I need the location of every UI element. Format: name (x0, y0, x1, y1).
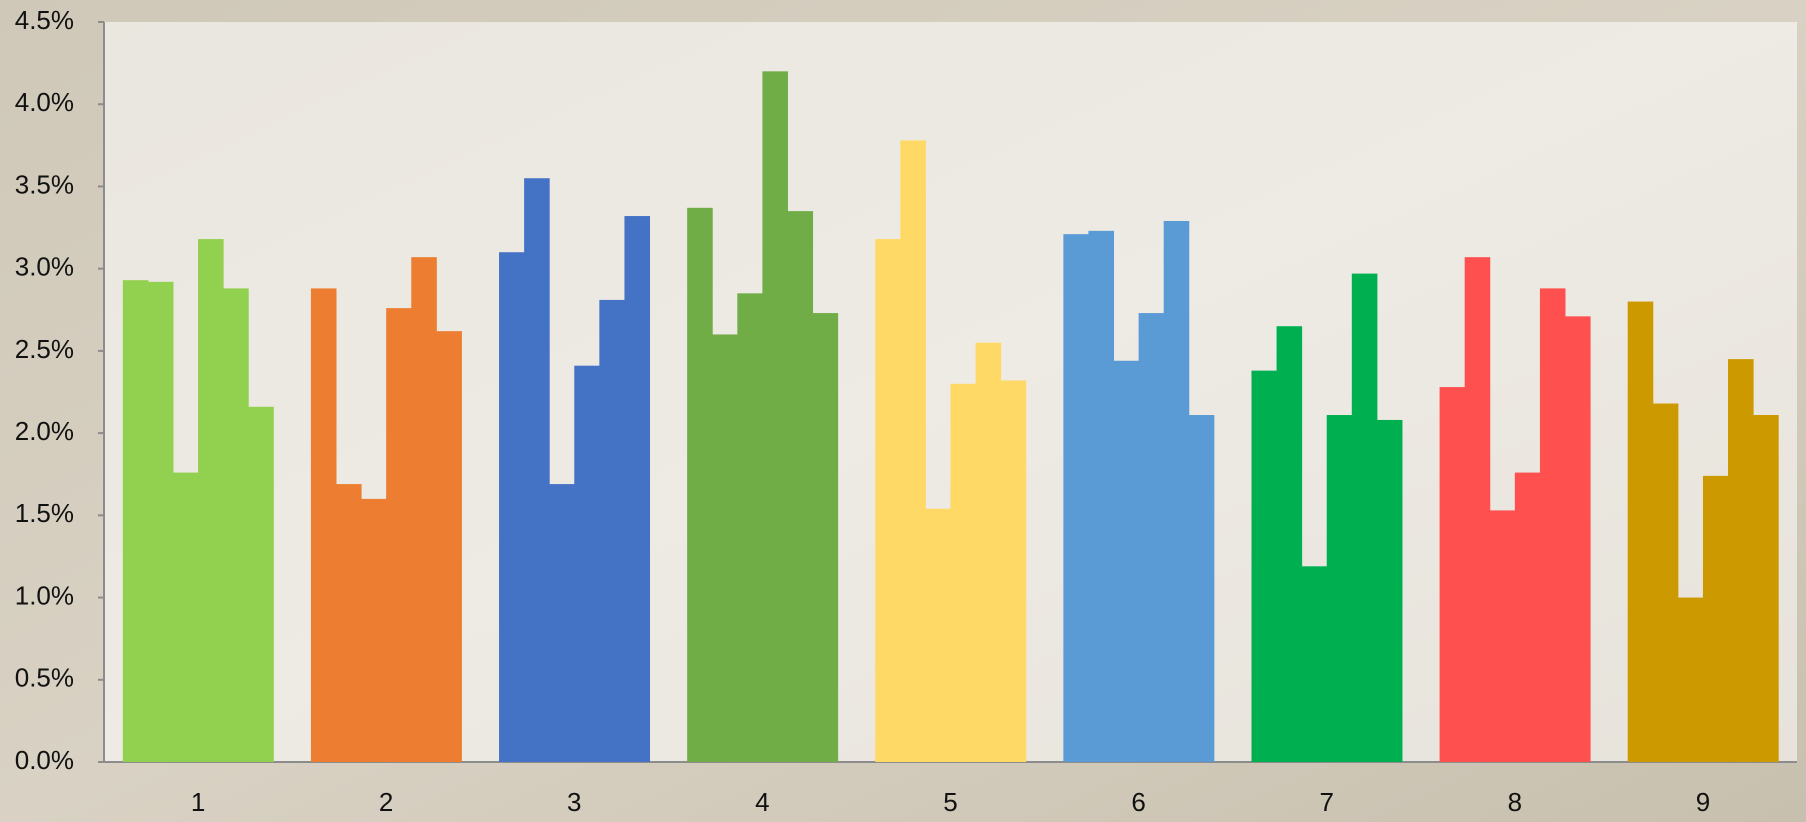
bar (122, 280, 149, 762)
bar (787, 211, 814, 763)
bar (812, 313, 839, 762)
bar (310, 288, 337, 762)
bar (248, 406, 274, 762)
y-tick-label: 0.0% (15, 745, 74, 775)
bar (1138, 313, 1165, 762)
bar (1514, 472, 1541, 762)
x-tick-label: 3 (567, 787, 581, 817)
bar (1489, 510, 1516, 762)
y-tick-label: 3.5% (15, 169, 74, 199)
x-tick-label: 5 (943, 787, 957, 817)
bar (1301, 566, 1328, 762)
bar (1627, 301, 1654, 762)
y-tick-label: 4.5% (15, 5, 74, 35)
bar (499, 252, 525, 762)
x-tick-label: 7 (1319, 787, 1333, 817)
y-tick-label: 4.0% (15, 87, 74, 117)
bar (687, 207, 713, 763)
bar (1113, 360, 1140, 762)
x-tick-label: 2 (379, 787, 393, 817)
bar (223, 288, 249, 762)
x-tick-label: 9 (1696, 787, 1710, 817)
bar (1702, 475, 1729, 762)
bar (875, 239, 901, 763)
bar (436, 331, 462, 762)
bar (1753, 415, 1779, 762)
bar (1539, 288, 1566, 762)
bar (900, 140, 926, 762)
y-tick-label: 1.0% (15, 580, 74, 610)
bar (549, 484, 575, 762)
bar (1063, 234, 1089, 763)
bar (1351, 273, 1378, 762)
bar (361, 498, 387, 762)
bar (1000, 380, 1027, 762)
bar (1088, 230, 1115, 762)
y-tick-label: 3.0% (15, 252, 74, 282)
bar (172, 472, 199, 762)
bar (1439, 387, 1466, 762)
bar (1251, 370, 1278, 762)
bar (737, 293, 763, 762)
bar (386, 308, 412, 762)
bar (1652, 403, 1679, 762)
bar (762, 71, 788, 763)
bar (1326, 415, 1353, 762)
bar (1464, 257, 1491, 762)
bar (950, 383, 977, 762)
x-tick-label: 8 (1508, 787, 1522, 817)
bar (524, 178, 550, 762)
y-tick-label: 0.5% (15, 663, 74, 693)
bar (1276, 326, 1303, 762)
bar (1376, 419, 1403, 762)
bar (1163, 220, 1190, 762)
bar (1188, 415, 1215, 762)
y-tick-label: 2.0% (15, 416, 74, 446)
bar (1677, 597, 1704, 762)
y-tick-label: 2.5% (15, 334, 74, 364)
x-tick-label: 1 (191, 787, 205, 817)
bar (336, 484, 362, 762)
bar (147, 281, 174, 762)
bar (411, 257, 437, 762)
bar (1564, 316, 1591, 762)
y-tick-label: 1.5% (15, 498, 74, 528)
x-tick-label: 6 (1131, 787, 1145, 817)
bar (574, 365, 600, 762)
bar (624, 216, 651, 763)
bar (925, 508, 951, 762)
bar (599, 299, 625, 762)
bar (712, 334, 738, 762)
bar (198, 239, 224, 763)
bar (975, 342, 1002, 762)
bar (1728, 359, 1754, 762)
x-tick-label: 4 (755, 787, 769, 817)
